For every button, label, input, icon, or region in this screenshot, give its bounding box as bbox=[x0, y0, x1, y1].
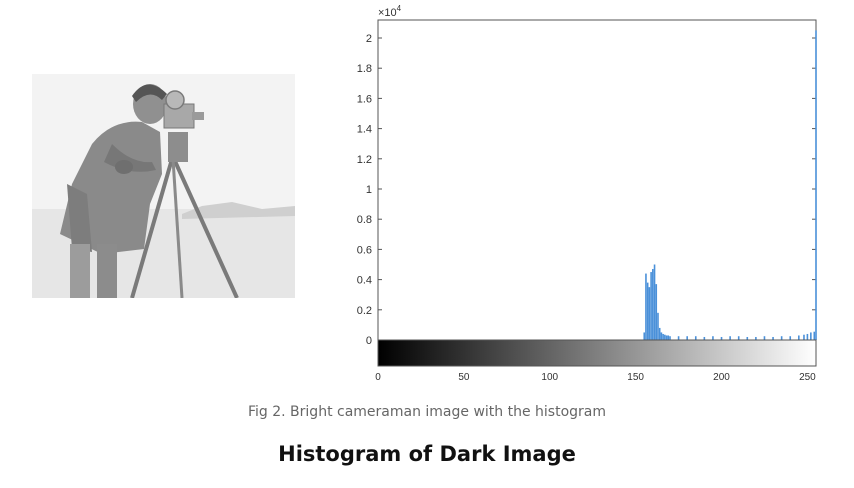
histogram-bar bbox=[720, 336, 723, 340]
histogram-bar bbox=[645, 273, 647, 340]
histogram-bar bbox=[652, 269, 654, 340]
histogram-bar bbox=[643, 332, 646, 340]
y-tick-label: 0.6 bbox=[357, 244, 372, 256]
plot-area bbox=[377, 19, 817, 367]
histogram-bar bbox=[772, 336, 774, 340]
histogram-bar bbox=[664, 334, 666, 340]
y-tick-label: 1.6 bbox=[357, 93, 372, 105]
x-tick-label: 200 bbox=[713, 372, 730, 383]
x-tick-label: 50 bbox=[458, 372, 470, 383]
histogram-bar bbox=[798, 335, 800, 340]
x-tick-label: 250 bbox=[799, 372, 816, 383]
histogram-bar bbox=[655, 284, 658, 340]
y-tick-label: 0.8 bbox=[357, 214, 372, 226]
histogram-bar bbox=[737, 336, 740, 340]
grayscale-colorbar bbox=[377, 339, 817, 367]
histogram-bar bbox=[806, 333, 809, 340]
histogram-bars bbox=[643, 30, 817, 340]
y-tick-label: 1 bbox=[366, 184, 372, 196]
histogram-bar bbox=[810, 332, 812, 340]
y-tick-label: 0.4 bbox=[357, 275, 372, 287]
histogram-bar bbox=[660, 332, 663, 340]
histogram-chart: ×104 0 0.2 0.4 0.6 0.8 1 1.2 1.4 1.6 1.8 2 0 50 100 1… bbox=[357, 4, 817, 383]
x-tick-label: 150 bbox=[627, 372, 644, 383]
histogram-bar bbox=[789, 336, 792, 340]
histogram-bar bbox=[803, 334, 805, 340]
x-tick-label: 100 bbox=[541, 372, 558, 383]
histogram-bar bbox=[694, 336, 697, 340]
histogram-bar bbox=[667, 335, 670, 340]
histogram-bar bbox=[653, 264, 656, 340]
section-heading: Histogram of Dark Image bbox=[278, 442, 576, 466]
y-multiplier: ×104 bbox=[378, 4, 402, 19]
histogram-bar bbox=[712, 336, 714, 340]
y-tick-label: 0.2 bbox=[357, 305, 372, 317]
histogram-bar bbox=[686, 336, 688, 340]
histogram-bar bbox=[677, 336, 680, 340]
histogram-bar bbox=[763, 336, 766, 340]
cameraman-image bbox=[32, 74, 295, 298]
histogram-bar bbox=[815, 30, 817, 340]
figure-caption: Fig 2. Bright cameraman image with the h… bbox=[247, 404, 607, 420]
histogram-bar bbox=[780, 336, 783, 340]
y-tick-label: 1.2 bbox=[357, 154, 372, 166]
y-tick-label: 1.8 bbox=[357, 63, 372, 75]
histogram-bar bbox=[648, 287, 651, 340]
x-axis-ticks: 0 50 100 150 200 250 bbox=[375, 372, 816, 383]
histogram-bar bbox=[665, 335, 668, 340]
histogram-bar bbox=[755, 336, 757, 340]
y-tick-label: 1.4 bbox=[357, 124, 372, 136]
histogram-bar bbox=[650, 272, 652, 340]
histogram-bar bbox=[729, 336, 731, 340]
histogram-bar bbox=[657, 312, 659, 340]
y-tick-label: 2 bbox=[366, 33, 372, 45]
x-tick-label: 0 bbox=[375, 372, 381, 383]
histogram-bar bbox=[662, 333, 664, 340]
histogram-bar bbox=[746, 336, 749, 340]
histogram-bar bbox=[703, 336, 706, 340]
histogram-bar bbox=[646, 282, 649, 340]
histogram-bar bbox=[658, 327, 661, 340]
histogram-bar bbox=[813, 331, 816, 340]
y-tick-label: 0 bbox=[366, 335, 372, 347]
histogram-bar bbox=[669, 336, 671, 340]
